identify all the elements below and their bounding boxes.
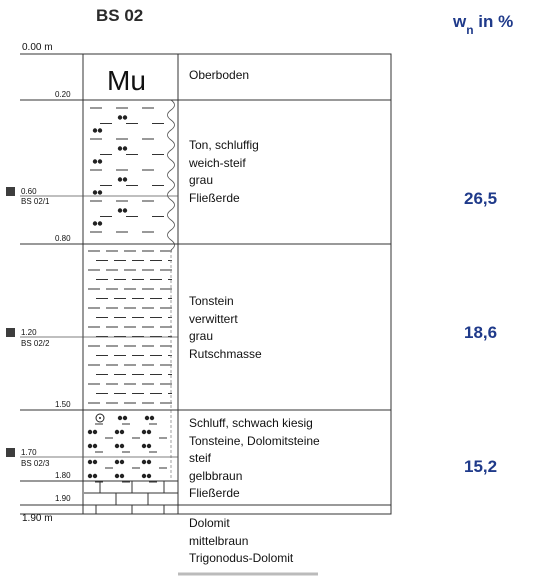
sample-marker-1 [6, 187, 15, 196]
depth-bottom-label: 1.90 m [22, 513, 53, 524]
layer-2-line-1: Ton, schluffig [189, 138, 259, 152]
gravel-dot [114, 429, 120, 435]
gravel-dot [144, 415, 150, 421]
wn-value-3: 15,2 [464, 457, 498, 476]
layer-5-line-3: Trigonodus-Dolomit [189, 551, 294, 565]
layer-1-line-1: Oberboden [189, 68, 250, 82]
layer-4-line-2: Tonsteine, Dolomitsteine [189, 433, 320, 448]
gravel-dot [122, 177, 128, 182]
gravel-dot [119, 443, 125, 449]
gravel-dot [117, 146, 123, 151]
depth-label-150: 1.50 [55, 400, 71, 409]
sample-marker-3 [6, 448, 15, 457]
layer-3-line-1: Tonstein [189, 294, 234, 308]
gravel-dot [114, 443, 120, 449]
gravel-dot [146, 459, 152, 465]
gravel-dot [92, 443, 98, 449]
gravel-circle [95, 413, 105, 423]
gravel-dot [92, 190, 98, 195]
wn-subscript: n [466, 23, 474, 38]
water-content-header: wn in % [453, 12, 514, 38]
gravel-dot [119, 429, 125, 435]
layer-2-line-3: grau [189, 173, 214, 187]
dolomite-brick-hatch [84, 481, 178, 514]
sample-depth-3: 1.70 [21, 448, 37, 457]
gravel-dot [87, 429, 93, 435]
gravel-dot [146, 443, 152, 449]
gravel-dot [122, 115, 128, 120]
sample-id-1: BS 02/1 [21, 197, 50, 206]
gravel-dot [97, 159, 103, 164]
sample-depth-2: 1.20 [21, 328, 37, 337]
gravel-circle-center [99, 417, 101, 419]
gravel-dot [141, 443, 147, 449]
gravel-dot [122, 208, 128, 213]
gravel-dot [122, 146, 128, 151]
gravel-dot [92, 473, 98, 479]
gravel-dot [92, 128, 98, 133]
layer-5-line-1: Dolomit [189, 516, 230, 530]
layer-4-line-1: Schluff, schwach kiesig [189, 416, 313, 430]
gravel-dot [119, 459, 125, 465]
layer-5-line-2: mittelbraun [189, 533, 249, 548]
layer-4-line-4: gelbbraun [189, 468, 243, 483]
gravel-dot [141, 429, 147, 435]
topsoil-symbol: Mu [107, 65, 146, 96]
layer-4-line-3: steif [189, 451, 212, 465]
wn-value-2: 18,6 [464, 323, 498, 342]
wn-value-1: 26,5 [464, 189, 498, 208]
clay-silt-hatch [90, 107, 164, 233]
gravel-dot [97, 128, 103, 133]
layer-3-line-4: Rutschmasse [189, 346, 262, 361]
gravel-dot [92, 221, 98, 226]
gravel-dot [117, 208, 123, 213]
layer-2-desc: Ton, schluffig weich-steif grau Fließerd… [189, 137, 259, 207]
layer-3-line-3: grau [189, 329, 214, 343]
gravel-dot [146, 473, 152, 479]
sample-marker-2 [6, 328, 15, 337]
gravel-dot [117, 415, 123, 421]
silt-gravel-hatch [87, 413, 167, 483]
depth-label-080: 0.80 [55, 234, 71, 243]
depth-top-label: 0.00 m [22, 42, 53, 53]
layer-3-line-2: verwittert [189, 311, 238, 326]
gravel-dot [87, 459, 93, 465]
gravel-dot [114, 459, 120, 465]
layer-5-desc: Dolomit mittelbraun Trigonodus-Dolomit [189, 515, 293, 568]
layer-3-desc: Tonstein verwittert grau Rutschmasse [189, 293, 262, 363]
gravel-dot [122, 415, 128, 421]
depth-label-020: 0.20 [55, 90, 71, 99]
gravel-dot [92, 159, 98, 164]
depth-label-180: 1.80 [55, 471, 71, 480]
gravel-dot [87, 473, 93, 479]
gravel-dot [97, 190, 103, 195]
gravel-dot [141, 459, 147, 465]
layer-2-line-2: weich-steif [189, 155, 246, 170]
sample-depth-1: 0.60 [21, 187, 37, 196]
gravel-dot [87, 443, 93, 449]
layer-1-desc: Oberboden [189, 67, 249, 85]
gravel-dot [114, 473, 120, 479]
gravel-dot [92, 459, 98, 465]
gravel-dot [119, 473, 125, 479]
gravel-dot [92, 429, 98, 435]
sample-id-2: BS 02/2 [21, 339, 50, 348]
gravel-dot [146, 429, 152, 435]
gravel-dot [149, 415, 155, 421]
wn-symbol: w [453, 12, 467, 31]
borehole-title: BS 02 [96, 6, 144, 25]
sample-id-3: BS 02/3 [21, 459, 50, 468]
claystone-hatch [88, 250, 172, 404]
layer-4-line-5: Fließerde [189, 486, 240, 500]
depth-label-190: 1.90 [55, 494, 71, 503]
gravel-dot [117, 177, 123, 182]
gravel-dot [97, 221, 103, 226]
wavy-boundary [167, 99, 175, 251]
gravel-dot [117, 115, 123, 120]
layer-4-desc: Schluff, schwach kiesig Tonsteine, Dolom… [189, 415, 320, 503]
wn-unit: in % [473, 12, 514, 31]
gravel-dot [141, 473, 147, 479]
layer-2-line-4: Fließerde [189, 190, 240, 205]
